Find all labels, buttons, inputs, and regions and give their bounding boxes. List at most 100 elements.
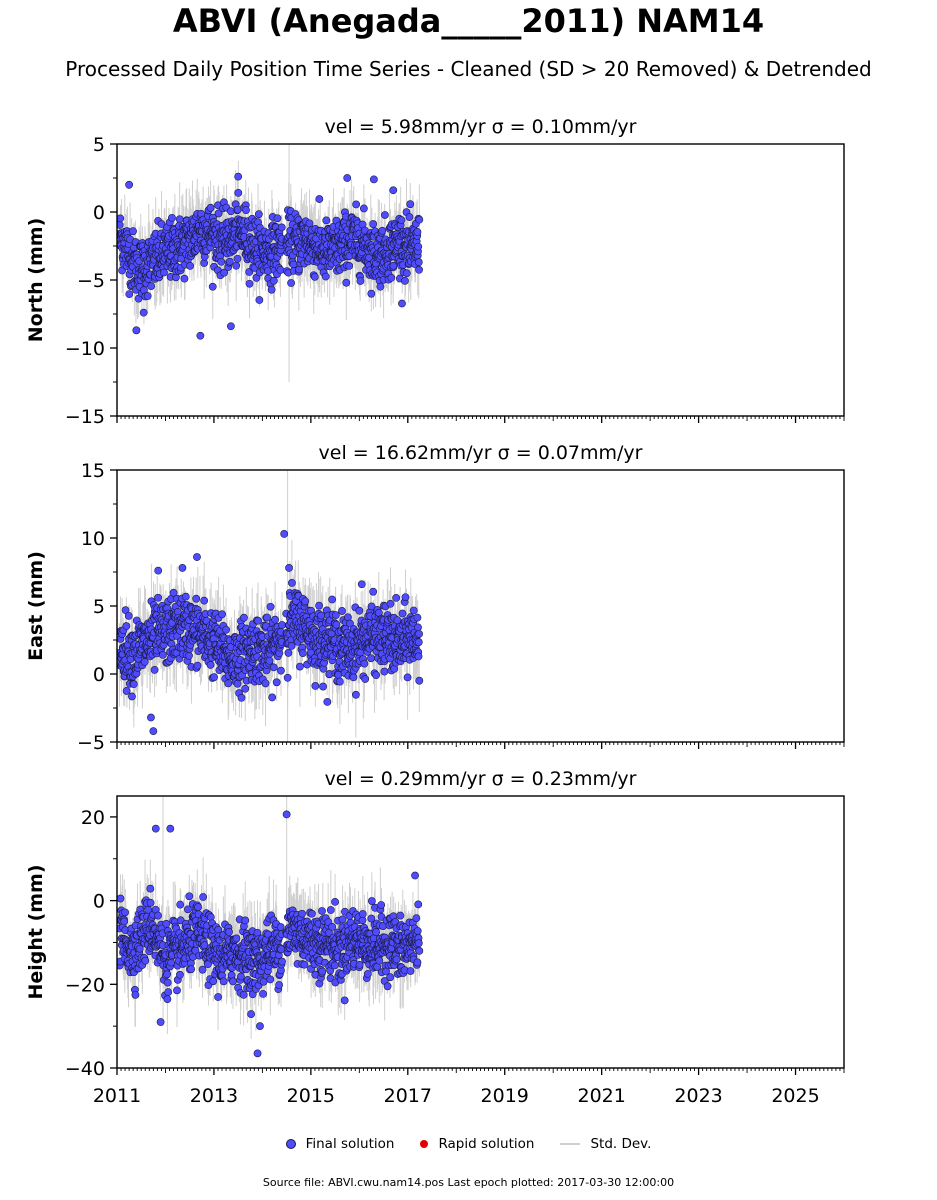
data-point: [229, 977, 237, 986]
data-point: [322, 216, 331, 225]
data-point: [263, 613, 272, 622]
data-point: [241, 916, 250, 925]
data-point: [261, 679, 270, 688]
plot-area: [117, 796, 424, 1058]
outlier-point: [343, 174, 352, 182]
data-point: [128, 692, 136, 701]
data-point: [227, 971, 236, 980]
outlier-point: [357, 580, 366, 589]
data-point: [328, 595, 337, 604]
data-point: [338, 607, 346, 615]
data-point: [206, 203, 215, 212]
outlier-point: [147, 713, 155, 722]
axes-frame: [116, 143, 845, 417]
data-point: [289, 260, 298, 269]
data-point: [267, 285, 276, 294]
data-point: [254, 616, 262, 625]
outlier-point: [178, 564, 187, 572]
outlier-point: [154, 566, 163, 575]
data-point: [247, 1010, 256, 1018]
data-point: [242, 206, 250, 214]
outlier-point: [149, 727, 158, 736]
y-tick-label: 0: [93, 202, 105, 224]
panel-2: −5 0 5 10 15 vel = 16.62mm/yr σ = 0.07mm/yr Ea…: [25, 442, 845, 754]
data-point: [413, 228, 422, 236]
data-point: [173, 986, 181, 995]
data-point: [214, 209, 223, 218]
data-point: [369, 587, 378, 596]
data-point: [380, 667, 389, 676]
panel-title: vel = 5.98mm/yr σ = 0.10mm/yr: [325, 116, 637, 138]
data-point: [233, 254, 242, 263]
data-point: [269, 276, 278, 285]
data-point: [276, 923, 285, 931]
data-point: [232, 261, 241, 270]
chart-subtitle: Processed Daily Position Time Series - C…: [65, 57, 872, 81]
data-point: [409, 606, 418, 615]
data-point: [214, 993, 222, 1001]
data-point: [301, 597, 310, 606]
data-point: [359, 204, 368, 213]
data-point: [200, 596, 209, 605]
data-point: [331, 611, 340, 620]
outlier-point: [285, 564, 293, 572]
data-point: [121, 908, 129, 917]
data-point: [268, 693, 277, 702]
data-point: [414, 623, 422, 632]
data-point: [402, 269, 411, 278]
data-point: [225, 257, 234, 266]
data-point: [272, 678, 281, 687]
data-point: [254, 210, 263, 219]
data-point: [241, 684, 250, 693]
y-tick-label: 5: [93, 134, 105, 156]
data-point: [219, 977, 228, 986]
data-point: [154, 593, 162, 602]
data-point: [269, 663, 278, 672]
data-point: [150, 665, 159, 674]
data-point: [264, 267, 272, 275]
outlier-point: [369, 175, 378, 184]
data-point: [361, 675, 370, 683]
data-point: [234, 188, 243, 197]
data-point: [210, 673, 218, 682]
data-point: [259, 989, 268, 998]
data-point: [124, 611, 133, 620]
data-point: [146, 898, 155, 907]
data-point: [225, 928, 233, 936]
data-point: [414, 652, 423, 661]
outlier-point: [193, 553, 201, 561]
data-point: [415, 629, 423, 638]
data-point: [369, 220, 378, 228]
panel-title: vel = 16.62mm/yr σ = 0.07mm/yr: [319, 442, 643, 464]
data-point: [220, 268, 229, 277]
data-point: [367, 654, 375, 663]
plot-area: [117, 470, 424, 742]
y-tick-label: 15: [81, 460, 105, 482]
data-point: [415, 215, 424, 224]
data-point: [345, 262, 354, 270]
outlier-point: [389, 186, 398, 195]
data-point: [208, 282, 217, 291]
data-point: [287, 642, 296, 650]
data-point: [356, 277, 365, 285]
data-point: [187, 965, 196, 974]
y-axis-label: East (mm): [25, 551, 47, 661]
data-point: [206, 661, 215, 669]
data-point: [135, 944, 144, 953]
time-series-plots: −15 −10 −5 0 5 vel = 5.98mm/yr σ = 0.10mm/yr N…: [25, 116, 845, 1107]
data-point: [122, 622, 131, 630]
data-point: [239, 990, 248, 999]
data-point: [298, 909, 306, 918]
data-point: [283, 673, 292, 682]
data-point: [163, 970, 172, 979]
y-tick-label: 0: [93, 664, 105, 686]
data-point: [192, 594, 201, 603]
y-axis-label: North (mm): [25, 218, 47, 343]
data-point: [392, 594, 401, 602]
data-point: [209, 977, 218, 986]
data-point: [237, 693, 246, 702]
y-tick-label: −5: [77, 270, 105, 292]
data-point: [255, 296, 264, 304]
plot-area: [117, 144, 424, 382]
data-point: [176, 970, 184, 979]
